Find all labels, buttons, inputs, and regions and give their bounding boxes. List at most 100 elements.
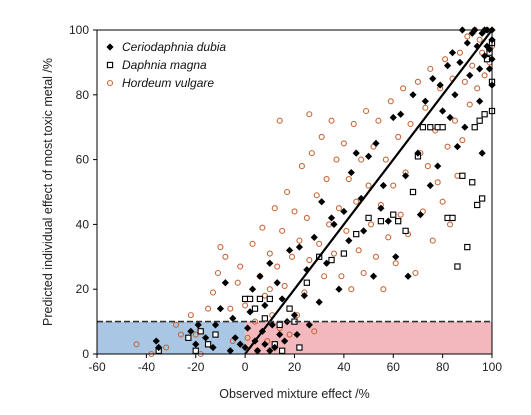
ceriodaphnia-point bbox=[261, 340, 269, 348]
hordeum-point bbox=[439, 198, 446, 205]
ceriodaphnia-point bbox=[446, 113, 454, 122]
ceriodaphnia-point bbox=[478, 149, 486, 157]
hordeum-point bbox=[385, 234, 392, 241]
ceriodaphnia-point bbox=[466, 71, 474, 79]
ceriodaphnia-point bbox=[281, 337, 289, 345]
hordeum-point bbox=[106, 79, 114, 87]
ceriodaphnia-point bbox=[485, 45, 494, 54]
ceriodaphnia-point bbox=[268, 321, 276, 329]
hordeum-point bbox=[461, 78, 468, 85]
hordeum-point bbox=[434, 179, 441, 186]
hordeum-point bbox=[397, 211, 404, 218]
ceriodaphnia-point bbox=[330, 220, 338, 228]
daphnia-point bbox=[377, 218, 385, 225]
ceriodaphnia-point bbox=[377, 204, 385, 212]
ceriodaphnia-point bbox=[480, 52, 489, 60]
hordeum-point bbox=[353, 198, 360, 205]
legend-label: Hordeum vulgare bbox=[122, 76, 214, 90]
daphnia-point bbox=[266, 295, 273, 303]
ceriodaphnia-point bbox=[352, 149, 360, 157]
ceriodaphnia-point bbox=[106, 43, 114, 51]
ceriodaphnia-point bbox=[340, 207, 348, 216]
ceriodaphnia-point bbox=[476, 97, 484, 105]
ceriodaphnia-point bbox=[369, 272, 378, 280]
hordeum-point bbox=[333, 156, 340, 163]
daphnia-point bbox=[303, 279, 310, 286]
ceriodaphnia-point bbox=[384, 217, 392, 225]
ceriodaphnia-point bbox=[246, 308, 254, 316]
ceriodaphnia-point bbox=[187, 327, 195, 335]
daphnia-point bbox=[192, 347, 199, 354]
ceriodaphnia-point bbox=[436, 81, 444, 89]
daphnia-point bbox=[478, 195, 486, 202]
hordeum-point bbox=[306, 111, 313, 118]
daphnia-point bbox=[427, 124, 434, 131]
hordeum-point bbox=[375, 117, 382, 124]
daphnia-point bbox=[296, 344, 303, 351]
ceriodaphnia-point bbox=[273, 279, 281, 287]
blue-region bbox=[97, 321, 246, 354]
hordeum-point bbox=[407, 120, 414, 128]
x-tick-label: 20 bbox=[288, 360, 302, 374]
ceriodaphnia-point bbox=[443, 62, 452, 70]
ceriodaphnia-point bbox=[434, 162, 442, 170]
ceriodaphnia-point bbox=[278, 295, 286, 303]
daphnia-point bbox=[251, 305, 259, 312]
hordeum-point bbox=[217, 244, 224, 251]
ceriodaphnia-point bbox=[216, 305, 225, 313]
x-tick-label: 80 bbox=[436, 360, 450, 374]
ceriodaphnia-point bbox=[360, 227, 368, 235]
hordeum-point bbox=[414, 78, 421, 85]
hordeum-point bbox=[382, 156, 389, 163]
ceriodaphnia-point bbox=[266, 259, 274, 267]
daphnia-point bbox=[449, 214, 456, 222]
daphnia-point bbox=[197, 328, 204, 335]
hordeum-point bbox=[454, 172, 461, 179]
x-tick-label: 0 bbox=[242, 360, 249, 374]
hordeum-point bbox=[209, 289, 217, 296]
daphnia-point bbox=[353, 230, 360, 238]
ceriodaphnia-point bbox=[426, 181, 434, 190]
hordeum-point bbox=[249, 240, 256, 247]
hordeum-point bbox=[291, 208, 298, 215]
ceriodaphnia-point bbox=[209, 343, 217, 352]
ceriodaphnia-point bbox=[241, 343, 249, 352]
hordeum-point bbox=[318, 133, 325, 140]
y-tick-label: 40 bbox=[76, 217, 90, 231]
hordeum-point bbox=[192, 331, 199, 338]
hordeum-point bbox=[476, 36, 483, 43]
hordeum-point bbox=[222, 253, 229, 260]
legend-label: Daphnia magna bbox=[122, 58, 207, 72]
hordeum-point bbox=[313, 192, 320, 199]
hordeum-point bbox=[466, 101, 473, 108]
ceriodaphnia-point bbox=[414, 149, 422, 157]
daphnia-point bbox=[419, 124, 427, 131]
hordeum-point bbox=[395, 133, 402, 140]
daphnia-point bbox=[328, 256, 335, 264]
ceriodaphnia-point bbox=[285, 246, 294, 254]
ceriodaphnia-point bbox=[318, 198, 326, 206]
ceriodaphnia-point bbox=[226, 347, 234, 355]
ceriodaphnia-point bbox=[429, 75, 437, 83]
ceriodaphnia-point bbox=[379, 181, 387, 190]
ceriodaphnia-point bbox=[271, 343, 279, 352]
x-tick-label: -60 bbox=[88, 360, 106, 374]
hordeum-point bbox=[367, 221, 375, 228]
daphnia-point bbox=[409, 188, 417, 196]
daphnia-point bbox=[204, 341, 212, 348]
hordeum-point bbox=[281, 282, 288, 290]
legend-label: Ceriodaphnia dubia bbox=[122, 40, 226, 54]
hordeum-point bbox=[321, 273, 328, 280]
ceriodaphnia-point bbox=[392, 253, 400, 261]
ceriodaphnia-point bbox=[290, 311, 299, 319]
ceriodaphnia-point bbox=[315, 298, 323, 306]
ceriodaphnia-point bbox=[416, 211, 425, 219]
hordeum-point bbox=[360, 269, 367, 277]
hordeum-point bbox=[316, 240, 323, 247]
daphnia-point bbox=[340, 250, 348, 257]
hordeum-point bbox=[177, 331, 184, 338]
y-tick-label: 0 bbox=[82, 347, 89, 361]
x-tick-label: -20 bbox=[187, 360, 205, 374]
hordeum-point bbox=[365, 182, 372, 189]
ceriodaphnia-point bbox=[276, 330, 284, 339]
